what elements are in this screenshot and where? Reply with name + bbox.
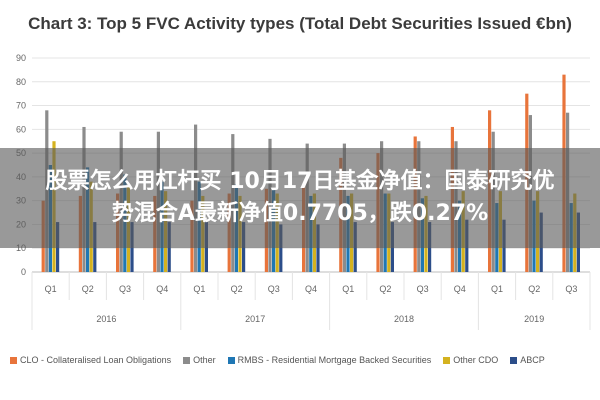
year-label: 2016: [96, 314, 116, 324]
legend-item-other: Other: [183, 352, 216, 368]
legend-item-clo: CLO - Collateralised Loan Obligations: [10, 352, 171, 368]
x-tick-label: Q1: [342, 284, 354, 294]
chart-title: Chart 3: Top 5 FVC Activity types (Total…: [28, 14, 572, 33]
x-tick-label: Q3: [268, 284, 280, 294]
legend-swatch: [510, 356, 518, 364]
legend-swatch: [227, 356, 235, 364]
x-tick-label: Q2: [379, 284, 391, 294]
x-tick-label: Q3: [417, 284, 429, 294]
legend-item-othercdo: Other CDO: [443, 352, 498, 368]
x-tick-label: Q1: [45, 284, 57, 294]
legend-label: Other: [193, 355, 216, 365]
chart-legend: CLO - Collateralised Loan Obligations Oth…: [10, 352, 595, 368]
year-label: 2018: [394, 314, 414, 324]
legend-swatch: [443, 356, 451, 364]
y-tick-label: 80: [16, 77, 26, 87]
year-label: 2019: [524, 314, 544, 324]
x-tick-label: Q3: [119, 284, 131, 294]
x-tick-label: Q1: [491, 284, 503, 294]
legend-item-rmbs: RMBS - Residential Mortgage Backed Secur…: [227, 352, 432, 368]
legend-swatch: [10, 356, 17, 364]
x-tick-label: Q2: [528, 284, 540, 294]
x-tick-label: Q4: [305, 284, 317, 294]
x-tick-label: Q2: [231, 284, 243, 294]
year-label: 2017: [245, 314, 265, 324]
y-tick-label: 70: [16, 101, 26, 111]
x-tick-label: Q2: [82, 284, 94, 294]
bar-abcp: [279, 224, 283, 272]
y-tick-label: 90: [16, 53, 26, 63]
y-tick-label: 10: [16, 243, 26, 253]
y-tick-label: 60: [16, 124, 26, 134]
x-tick-label: Q4: [454, 284, 466, 294]
legend-label: ABCP: [520, 355, 545, 365]
legend-label: CLO - Collateralised Loan Obligations: [20, 355, 172, 365]
bar-abcp: [316, 224, 320, 272]
legend-label: RMBS - Residential Mortgage Backed Secur…: [237, 355, 432, 365]
y-tick-label: 0: [21, 267, 26, 277]
legend-swatch: [183, 356, 191, 364]
legend-label: Other CDO: [453, 355, 499, 365]
x-tick-label: Q1: [193, 284, 205, 294]
headline-line-2: 势混合A最新净值0.7705，跌0.27%: [111, 201, 489, 226]
legend-item-abcp: ABCP: [510, 352, 545, 368]
headline-line-1: 股票怎么用杠杆买 10月17日基金净值：国泰研究优: [45, 169, 555, 194]
headline-banner: 股票怎么用杠杆买 10月17日基金净值：国泰研究优 势混合A最新净值0.7705…: [0, 148, 600, 248]
x-tick-label: Q3: [565, 284, 577, 294]
x-tick-label: Q4: [156, 284, 168, 294]
